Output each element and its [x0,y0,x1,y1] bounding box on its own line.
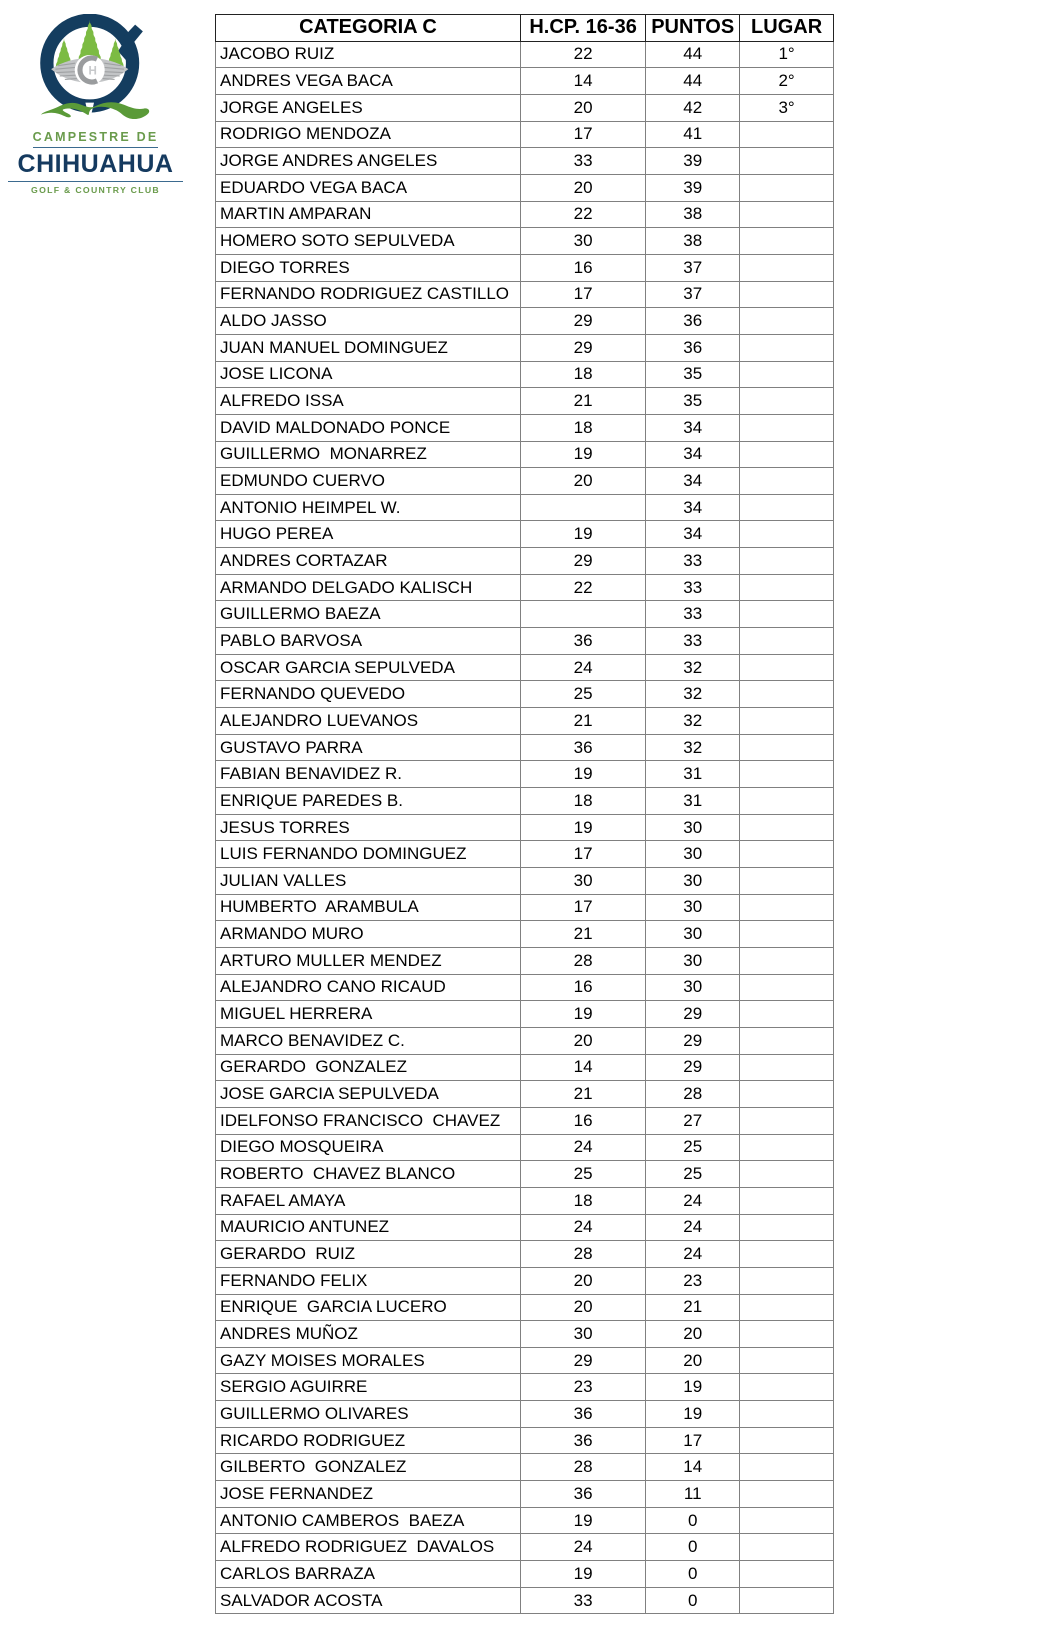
svg-text:H: H [89,66,97,78]
